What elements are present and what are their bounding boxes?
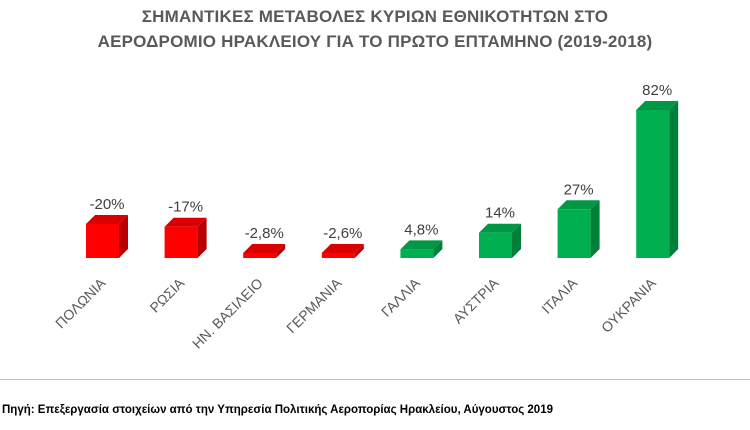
- bar-6: [479, 223, 521, 258]
- bar-8: [636, 101, 679, 258]
- category-label: ΙΤΑΛΙΑ: [538, 274, 580, 316]
- bar-side: [590, 200, 600, 258]
- bar-top: [400, 240, 443, 250]
- data-label: 14%: [485, 205, 515, 222]
- bar-top: [164, 217, 207, 227]
- bar-side: [197, 217, 207, 258]
- bar-3: [243, 244, 286, 258]
- bar-top: [86, 215, 128, 224]
- chart-title-line-2: ΑΕΡΟΔΡΟΜΙΟ ΗΡΑΚΛΕΙΟΥ ΓΙΑ ΤΟ ΠΡΩΤΟ ΕΠΤΑΜΗ…: [97, 32, 653, 51]
- bar-2: [164, 217, 207, 258]
- bar-front: [479, 232, 512, 258]
- data-label: 82%: [642, 82, 672, 99]
- bar-front: [400, 249, 434, 258]
- bar-top: [321, 244, 364, 253]
- data-label: -2,8%: [245, 225, 284, 242]
- bar-5: [400, 240, 443, 258]
- bar-front: [164, 226, 198, 258]
- chart-title-line-1: ΣΗΜΑΝΤΙΚΕΣ ΜΕΤΑΒΟΛΕΣ ΚΥΡΙΩΝ ΕΘΝΙΚΟΤΗΤΩΝ …: [141, 7, 609, 26]
- bar-front: [243, 253, 277, 258]
- bar-top: [557, 200, 600, 210]
- category-label: ΓΑΛΛΙΑ: [378, 274, 424, 320]
- chart-title: ΣΗΜΑΝΤΙΚΕΣ ΜΕΤΑΒΟΛΕΣ ΚΥΡΙΩΝ ΕΘΝΙΚΟΤΗΤΩΝ …: [0, 4, 750, 54]
- bar-front: [557, 209, 591, 258]
- bar-front: [321, 253, 355, 258]
- bar-side: [433, 240, 443, 258]
- data-label: 4,8%: [404, 221, 438, 238]
- category-label: ΓΕΡΜΑΝΙΑ: [283, 274, 345, 336]
- bar-top: [636, 101, 679, 110]
- category-label: ΑΥΣΤΡΙΑ: [450, 274, 502, 326]
- bar-side: [512, 223, 521, 258]
- bar-7: [557, 200, 600, 258]
- divider: [0, 379, 750, 380]
- bar-front: [636, 110, 670, 258]
- data-label: -17%: [168, 199, 203, 216]
- bar-side: [119, 215, 128, 258]
- chart-area: ΣΗΜΑΝΤΙΚΕΣ ΜΕΤΑΒΟΛΕΣ ΚΥΡΙΩΝ ΕΘΝΙΚΟΤΗΤΩΝ …: [0, 4, 750, 352]
- data-label: -20%: [89, 196, 124, 213]
- bar-side: [354, 244, 364, 258]
- bar-4: [321, 244, 364, 258]
- bar-front: [86, 224, 119, 258]
- source-note: Πηγή: Επεξεργασία στοιχείων από την Υπηρ…: [2, 404, 553, 416]
- bar-top: [479, 223, 521, 233]
- bar-1: [86, 215, 128, 258]
- category-label: ΟΥΚΡΑΝΙΑ: [598, 274, 659, 335]
- bar-side: [669, 101, 679, 258]
- bar-chart: -20% ΠΟΛΩΝΙΑ -17% ΡΩΣΙΑ -2,8% ΗΝ. ΒΑΣΙΛΕΙΟ -2,…: [52, 82, 679, 352]
- bar-top: [243, 244, 286, 253]
- data-label: 27%: [564, 181, 594, 198]
- data-label: -2,6%: [323, 225, 362, 242]
- category-label: ΗΝ. ΒΑΣΙΛΕΙΟ: [189, 275, 266, 352]
- bar-side: [276, 244, 286, 258]
- category-label: ΠΟΛΩΝΙΑ: [52, 274, 109, 331]
- category-label: ΡΩΣΙΑ: [146, 274, 187, 315]
